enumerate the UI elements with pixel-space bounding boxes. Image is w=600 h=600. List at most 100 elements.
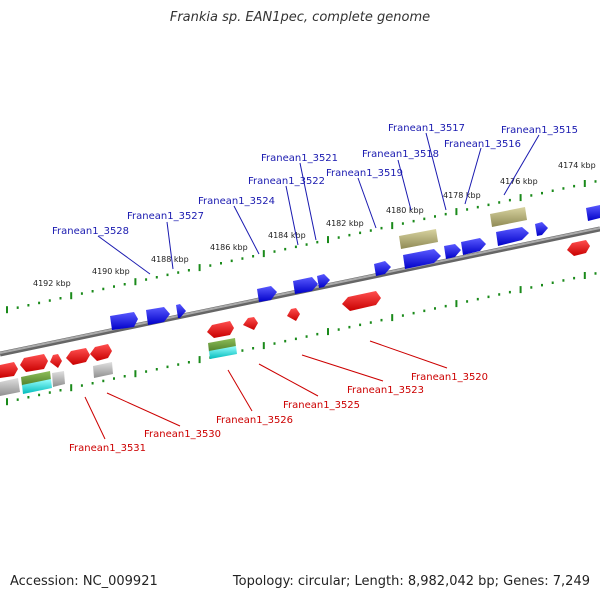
scale-minor-tick (562, 279, 565, 282)
scale-minor-tick (187, 269, 190, 272)
scale-minor-tick (38, 301, 41, 305)
scale-minor-tick (369, 229, 372, 232)
scale-major-tick (70, 384, 73, 392)
gene-arrow (342, 291, 381, 311)
gene-arrow (287, 308, 300, 321)
scale-major-tick (391, 314, 394, 322)
scale-major-tick (583, 272, 586, 279)
scale-minor-tick (530, 286, 533, 289)
scale-minor-tick (166, 273, 169, 277)
scale-minor-tick (573, 184, 576, 188)
scale-minor-tick (209, 264, 212, 267)
scale-minor-tick (16, 398, 19, 401)
scale-minor-tick (412, 311, 415, 315)
scale-minor-tick (16, 306, 19, 309)
scale-major-tick (327, 236, 329, 244)
gene-arrow (66, 348, 90, 365)
scale-major-tick (583, 180, 586, 187)
scale-tick-labels: 4192 kbp 4190 kbp 4188 kbp 4186 kbp 4184… (33, 161, 596, 288)
misc-feature (52, 371, 65, 387)
rna-feature (399, 229, 438, 249)
gene-arrow (586, 205, 600, 221)
gene-arrow (293, 277, 318, 294)
scale-minor-tick (476, 297, 479, 301)
gene-arrow (535, 222, 548, 236)
scale-minor-tick (401, 314, 404, 317)
scale-minor-tick (359, 323, 362, 327)
scale-minor-tick (38, 393, 41, 397)
scale-minor-tick (444, 212, 447, 216)
scale-minor-tick (476, 205, 479, 209)
minus-strand-features (0, 240, 590, 396)
scale-minor-tick (348, 233, 351, 237)
scale-minor-tick (59, 389, 62, 392)
gene-label: Franean1_3520 (411, 372, 488, 383)
minus-strand-scale (6, 272, 597, 406)
scale-minor-tick (305, 335, 308, 338)
scale-minor-tick (412, 219, 415, 223)
scale-minor-tick (48, 391, 51, 394)
scale-major-tick (134, 370, 137, 378)
rna-feature (22, 379, 52, 394)
scale-minor-tick (145, 370, 148, 373)
scale-minor-tick (508, 290, 511, 294)
scale-major-tick (262, 342, 265, 350)
scale-minor-tick (241, 349, 244, 352)
scale-minor-tick (337, 328, 340, 331)
scale-minor-tick (155, 276, 158, 279)
scale-major-tick (6, 398, 8, 406)
scale-minor-tick (508, 198, 511, 202)
scale-minor-tick (252, 255, 255, 258)
scale-minor-tick (230, 259, 233, 263)
scale-tick-label: 4184 kbp (268, 231, 306, 240)
scale-tick-label: 4174 kbp (558, 161, 596, 170)
gene-label: Franean1_3526 (216, 415, 293, 426)
scale-tick-label: 4192 kbp (33, 279, 71, 288)
genome-stats: Topology: circular; Length: 8,982,042 bp… (232, 574, 590, 589)
gene-arrow (444, 244, 461, 259)
gene-arrow (207, 321, 234, 338)
scale-minor-tick (123, 375, 126, 378)
scale-major-tick (198, 264, 201, 272)
gene-label: Franean1_3519 (326, 168, 403, 179)
scale-minor-tick (541, 283, 543, 287)
scale-minor-tick (252, 347, 255, 350)
gene-arrow (50, 354, 62, 368)
scale-minor-tick (145, 278, 148, 281)
scale-minor-tick (316, 240, 319, 244)
scale-minor-tick (80, 292, 83, 295)
scale-minor-tick (177, 271, 180, 274)
scale-minor-tick (294, 245, 297, 249)
plus-strand-scale (6, 180, 597, 314)
gene-arrow (90, 344, 112, 361)
scale-minor-tick (466, 300, 469, 303)
rna-feature (490, 207, 527, 227)
gene-label: Franean1_3523 (347, 385, 424, 396)
scale-minor-tick (487, 203, 490, 207)
scale-major-tick (455, 300, 458, 308)
scale-tick-label: 4182 kbp (326, 219, 364, 228)
rna-feature (208, 338, 236, 352)
scale-minor-tick (498, 293, 501, 296)
gene-arrow (374, 261, 391, 276)
gene-label: Franean1_3522 (248, 176, 325, 187)
scale-tick-label: 4178 kbp (443, 191, 481, 200)
plus-gene-labels: Franean1_3528 Franean1_3527 Franean1_352… (52, 123, 578, 275)
scale-minor-tick (48, 299, 51, 302)
plus-strand-features (110, 205, 600, 330)
misc-feature (0, 378, 20, 396)
scale-minor-tick (284, 247, 287, 251)
gene-arrow (567, 240, 590, 256)
scale-minor-tick (273, 250, 276, 253)
scale-minor-tick (594, 272, 597, 275)
scale-minor-tick (294, 337, 297, 341)
scale-major-tick (6, 306, 8, 314)
minus-gene-labels: Franean1_3531 Franean1_3530 Franean1_352… (69, 340, 488, 454)
scale-minor-tick (102, 287, 105, 291)
scale-minor-tick (369, 321, 372, 324)
scale-major-tick (134, 278, 137, 286)
gene-label: Franean1_3518 (362, 149, 439, 160)
gene-arrow (110, 312, 138, 330)
scale-major-tick (198, 356, 201, 364)
scale-minor-tick (59, 297, 62, 300)
